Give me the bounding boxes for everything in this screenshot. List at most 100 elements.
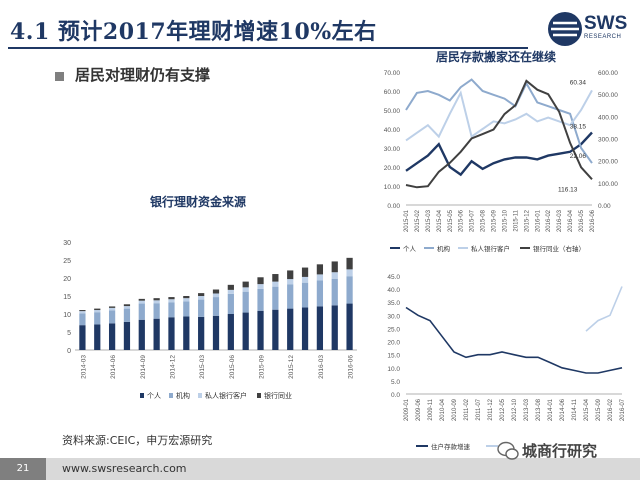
x-tick-label: 2010-09 <box>452 398 458 421</box>
x-tick-label: 2010-04 <box>440 398 446 421</box>
x-tick-label: 2014-06 <box>110 355 117 379</box>
x-tick-label: 2014-12 <box>169 355 176 379</box>
y2-tick-label: 300.00 <box>598 137 618 144</box>
bar-segment <box>153 318 160 350</box>
legend-label: 银行同业 <box>264 391 292 400</box>
series-line <box>585 286 623 332</box>
bar-segment <box>331 261 338 273</box>
x-tick-label: 2015-11 <box>513 209 519 231</box>
legend-label: 私人银行客户 <box>471 244 510 253</box>
bar-segment <box>242 287 249 292</box>
y-tick-label: 15 <box>63 294 71 301</box>
x-tick-label: 2016-03 <box>318 355 325 379</box>
x-tick-label: 2016-06 <box>348 355 355 379</box>
x-tick-label: 2015-12 <box>288 355 295 379</box>
bar-segment <box>94 324 101 350</box>
bar-segment <box>79 311 86 314</box>
x-tick-label: 2016-05 <box>579 209 585 232</box>
bar-segment <box>138 303 145 320</box>
x-tick-label: 2016-03 <box>557 209 563 232</box>
y-tick-label: 10 <box>63 312 71 319</box>
x-tick-label: 2015-03 <box>426 209 432 232</box>
y-tick-label: 0 <box>67 348 71 355</box>
x-tick-label: 2015-06 <box>229 355 236 379</box>
bar-segment <box>331 278 338 306</box>
y2-tick-label: 600.00 <box>598 70 618 77</box>
bar-segment <box>168 297 175 300</box>
x-tick-label: 2011-07 <box>476 398 482 420</box>
bar-segment <box>123 321 131 350</box>
y-tick-label: 0.00 <box>387 203 400 210</box>
source-note: 资料来源:CEIC，申万宏源研究 <box>62 434 213 447</box>
data-label: 60.34 <box>570 79 587 86</box>
x-tick-label: 2015-06 <box>459 209 465 232</box>
x-tick-label: 2013-03 <box>524 398 530 421</box>
x-tick-label: 2011-12 <box>488 398 494 420</box>
x-tick-label: 2016-04 <box>568 209 574 232</box>
bar-segment <box>316 264 324 275</box>
bar-chart: 0 5 10 15 20 25 30 2014-03 2014-06 2014-09 2014-12… <box>63 240 357 400</box>
bar-segment <box>198 293 205 296</box>
bar-segment <box>153 303 160 319</box>
bar-segment <box>227 314 234 350</box>
bar-segment <box>153 300 160 304</box>
legend-swatch <box>169 393 173 398</box>
bar-segment <box>257 277 264 285</box>
bar-segment <box>272 309 279 350</box>
x-tick-label: 2016-01 <box>535 209 541 232</box>
y-tick-label: 40.00 <box>384 127 401 134</box>
x-tick-label: 2014-11 <box>572 398 578 420</box>
bar-segment <box>94 312 101 325</box>
legend-swatch <box>257 393 261 398</box>
bar-segment <box>242 291 249 313</box>
bar-segment <box>257 288 264 311</box>
bar-segment <box>212 315 220 350</box>
logo-subtext: RESEARCH <box>584 34 622 40</box>
bar-segment <box>257 310 264 350</box>
bar-segment <box>153 298 160 301</box>
bar-segment <box>138 298 145 301</box>
bar-segment <box>316 274 324 281</box>
x-tick-label: 2015-12 <box>524 209 530 232</box>
bar-segment <box>212 293 220 298</box>
y-tick-label: 25.0 <box>387 326 400 333</box>
bar-segment <box>316 280 324 307</box>
x-tick-label: 2015-04 <box>584 398 590 421</box>
x-tick-label: 2014-01 <box>548 398 554 421</box>
bar-segment <box>301 267 309 277</box>
x-tick-label: 2009-06 <box>416 398 422 421</box>
bar-segment <box>316 306 324 350</box>
y2-tick-label: 200.00 <box>598 159 618 166</box>
bar-segment <box>227 284 234 290</box>
x-tick-label: 2015-03 <box>199 355 206 379</box>
watermark-text: 城商行研究 <box>522 442 598 460</box>
bar-segment <box>346 276 353 304</box>
footer-bar <box>0 458 640 480</box>
bar-segment <box>123 306 131 309</box>
bar-segment <box>94 308 101 311</box>
y2-tick-label: 500.00 <box>598 92 618 99</box>
legend-label: 银行同业（右轴） <box>533 244 585 253</box>
x-tick-label: 2015-07 <box>470 209 476 232</box>
bar-segment <box>287 308 294 350</box>
series-line <box>405 89 593 142</box>
x-tick-label: 2013-08 <box>536 398 542 421</box>
bar-segment <box>108 307 116 311</box>
x-tick-label: 2015-10 <box>502 209 508 232</box>
logo-text: SWS <box>584 13 628 34</box>
bar-segment <box>227 293 234 314</box>
bar-segment <box>272 274 279 282</box>
y-tick-label: 10.00 <box>384 184 401 191</box>
bar-segment <box>79 313 86 326</box>
x-tick-label: 2012-10 <box>512 398 518 421</box>
bar-segment <box>108 310 116 324</box>
legend-swatch <box>140 393 144 398</box>
legend-swatch <box>198 393 202 398</box>
bar-segment <box>301 307 309 350</box>
x-tick-label: 2015-02 <box>415 209 421 232</box>
y-tick-label: 35.0 <box>387 300 400 307</box>
page-number: 21 <box>0 458 46 480</box>
bar-segment <box>168 317 175 350</box>
bar-segment <box>331 305 338 350</box>
footer-url[interactable]: www.swsresearch.com <box>62 462 187 475</box>
